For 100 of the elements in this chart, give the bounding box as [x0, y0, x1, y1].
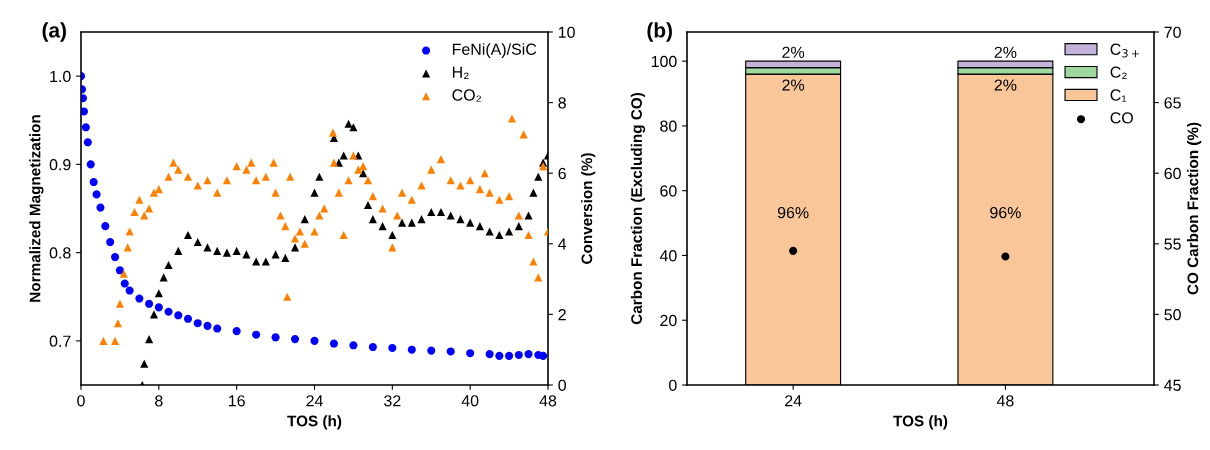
point [388, 230, 397, 240]
y-axis-title: Normalized Magnetization [29, 115, 44, 302]
point [96, 203, 105, 212]
point [232, 246, 241, 255]
point [310, 336, 319, 345]
point [86, 160, 95, 169]
point [213, 324, 222, 333]
point [164, 260, 173, 270]
y2-tick-label: 70 [1164, 26, 1181, 38]
y2-tick-label: 6 [558, 167, 566, 180]
point [524, 350, 533, 359]
x-tick-label: 48 [996, 395, 1014, 407]
point [475, 222, 484, 231]
point [183, 314, 193, 323]
point [539, 351, 548, 360]
point [83, 138, 92, 147]
x-tick-label: 48 [539, 395, 557, 407]
point [232, 327, 241, 336]
point [446, 211, 455, 220]
y-tick-label: 1.0 [50, 70, 71, 83]
point [315, 172, 324, 181]
y-tick-label: 0.9 [49, 159, 71, 171]
y-axis-title: Carbon Fraction (Excluding CO) [630, 92, 646, 325]
data-label: 2% [782, 46, 805, 58]
y2-axis-title: Conversion (%) [581, 153, 596, 264]
legend-label: C$_{3+}$ [1110, 43, 1139, 58]
legend-label: C₂ [1110, 66, 1127, 79]
point [368, 343, 377, 352]
point [368, 215, 377, 224]
point [120, 279, 129, 288]
point [495, 351, 504, 360]
point [140, 359, 149, 368]
point [514, 222, 523, 231]
point [271, 333, 280, 342]
point [407, 218, 416, 227]
y-tick-label: 40 [659, 250, 677, 262]
chart-title: (a) [42, 22, 66, 42]
point [111, 252, 120, 262]
point [359, 169, 368, 178]
point [495, 230, 504, 240]
point [81, 123, 90, 132]
y-tick-label: 0.7 [49, 335, 71, 347]
point [125, 286, 134, 295]
point [505, 351, 514, 360]
y-tick-label: 100 [651, 55, 677, 68]
point [407, 345, 416, 354]
legend-label: H₂ [452, 66, 469, 79]
point [89, 177, 98, 187]
y2-tick-label: 45 [1164, 379, 1181, 391]
point [92, 190, 101, 199]
point [149, 310, 159, 319]
point [363, 200, 373, 210]
point [349, 123, 358, 132]
y2-tick-label: 0 [558, 379, 566, 391]
point [106, 237, 115, 247]
point [310, 188, 319, 197]
point [329, 339, 339, 348]
point [135, 294, 144, 303]
point [174, 311, 183, 320]
point [222, 248, 231, 257]
point [349, 341, 358, 350]
point [417, 215, 426, 224]
point [290, 243, 300, 252]
y-tick-label: 20 [660, 314, 677, 327]
point [514, 350, 523, 360]
chart-title: (b) [647, 22, 672, 42]
y2-tick-label: 8 [558, 97, 566, 109]
point [466, 218, 475, 227]
point [203, 321, 212, 330]
y-tick-label: 0.8 [49, 247, 71, 259]
data-label: 96% [777, 206, 809, 219]
y2-tick-label: 60 [1164, 167, 1181, 180]
x-tick-label: 8 [155, 395, 163, 407]
point [436, 207, 446, 217]
point [115, 266, 124, 275]
point [378, 222, 387, 231]
data-label: 96% [990, 206, 1021, 219]
point [398, 218, 407, 227]
point [164, 307, 173, 316]
point [154, 303, 163, 312]
y-tick-label: 0 [669, 379, 677, 391]
y2-tick-label: 50 [1164, 309, 1181, 321]
x-tick-label: 0 [77, 395, 85, 407]
data-label: 2% [782, 79, 805, 91]
x-tick-label: 16 [229, 395, 245, 407]
point [193, 237, 202, 247]
point [213, 246, 222, 255]
point [145, 335, 154, 344]
legend-label: C₁ [1110, 89, 1127, 102]
y2-tick-label: 4 [558, 238, 567, 250]
data-label: 2% [994, 46, 1017, 58]
point [101, 222, 110, 231]
point [203, 243, 212, 252]
y2-tick-label: 10 [558, 26, 575, 38]
legend-label: CO₂ [452, 89, 481, 102]
point [456, 215, 465, 224]
point [183, 230, 193, 240]
point [339, 151, 348, 160]
point [271, 250, 280, 259]
point [193, 319, 202, 328]
